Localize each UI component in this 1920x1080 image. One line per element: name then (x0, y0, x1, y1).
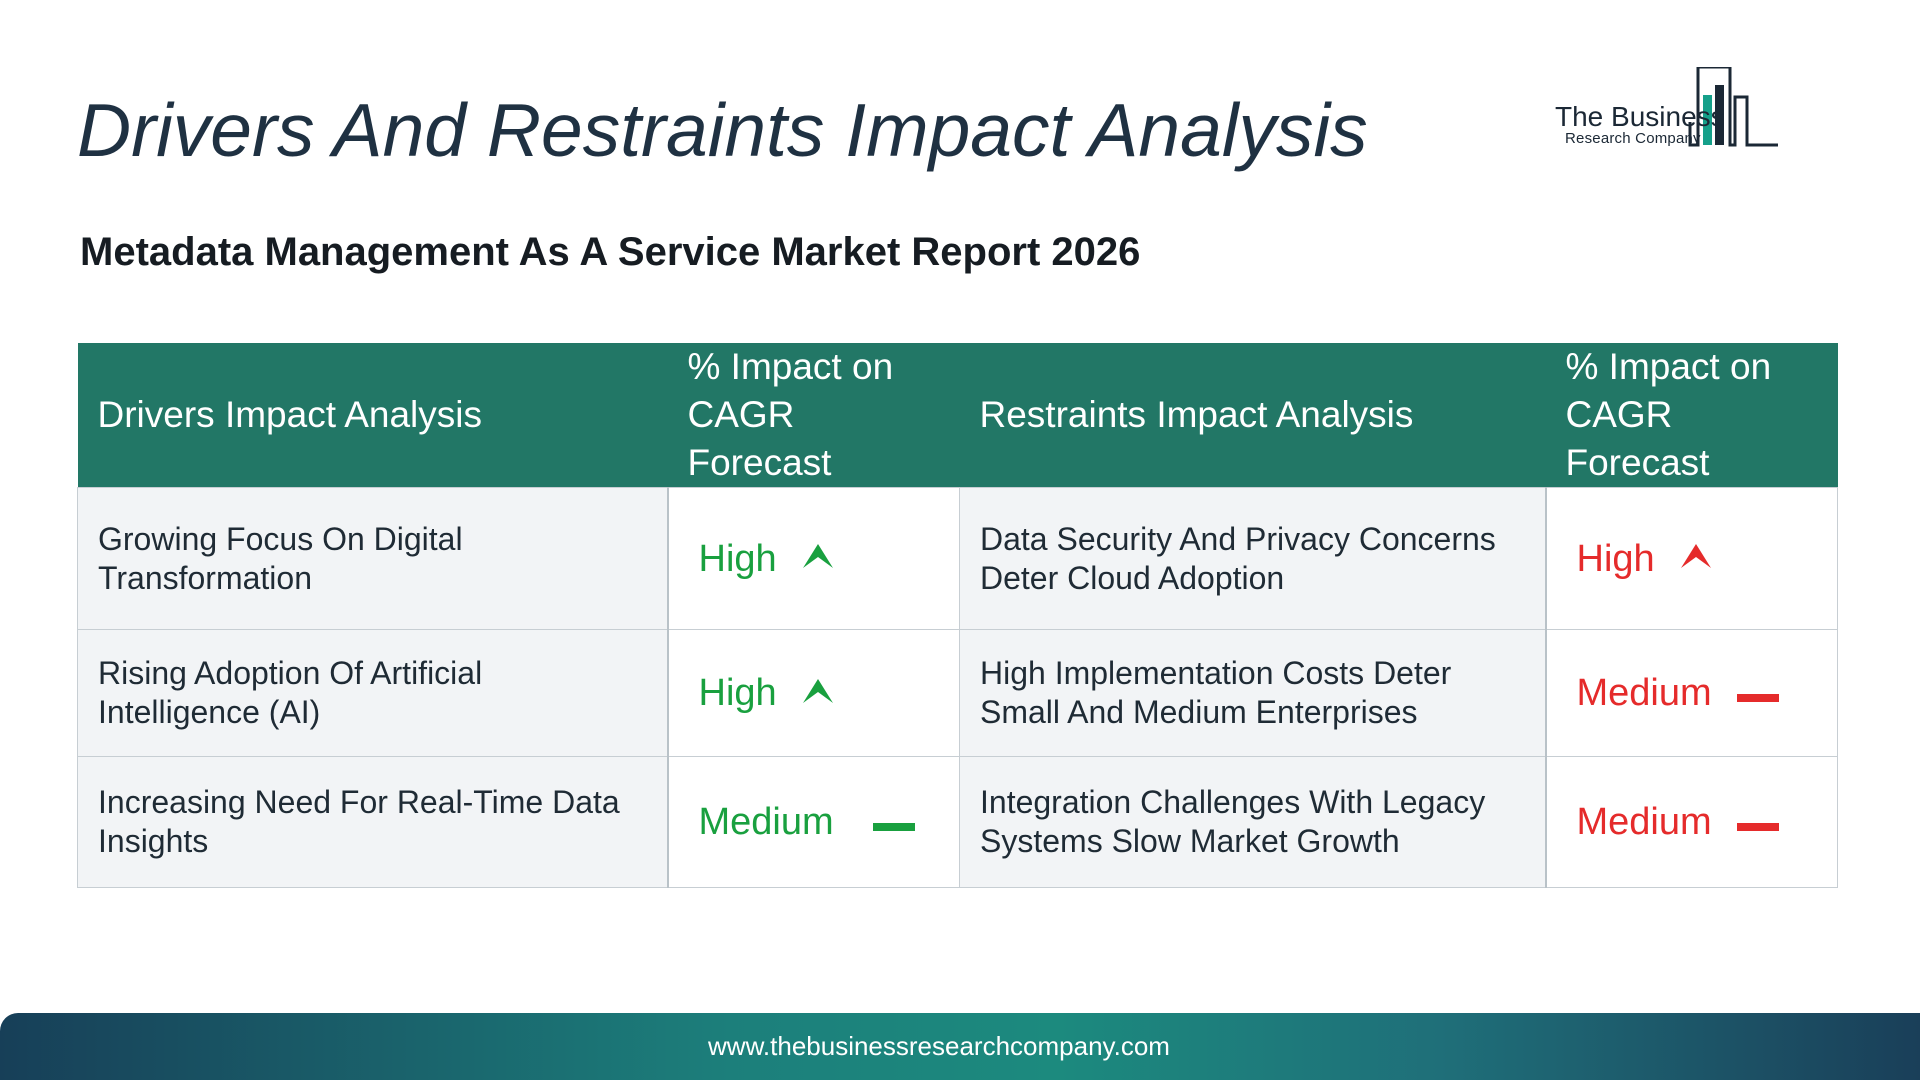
page-title: Drivers And Restraints Impact Analysis (77, 88, 1368, 172)
impact-table: Drivers Impact Analysis % Impact on CAGR… (77, 343, 1838, 888)
impact-level: High (698, 537, 777, 580)
header-restraints-impact: % Impact on CAGR Forecast (1545, 343, 1838, 488)
restraint-cell: Integration Challenges With Legacy Syste… (959, 756, 1546, 888)
arrow-up-icon (802, 674, 834, 713)
website-link[interactable]: www.thebusinessresearchcompany.com (708, 1031, 1170, 1061)
dash-icon (1736, 803, 1779, 842)
restraint-impact-cell: High (1544, 487, 1838, 630)
arrow-up-icon (802, 539, 834, 578)
table-header-row: Drivers Impact Analysis % Impact on CAGR… (77, 343, 1838, 488)
restraint-impact-cell: Medium (1544, 629, 1838, 757)
impact-level: High (1576, 537, 1655, 580)
logo-tagline: Research Company (1565, 130, 1701, 147)
table-row: Rising Adoption Of Artificial Intelligen… (77, 629, 1838, 757)
dash-icon (1736, 674, 1779, 713)
report-subtitle: Metadata Management As A Service Market … (80, 230, 1141, 274)
dash-icon (872, 803, 915, 842)
table-row: Growing Focus On Digital Transformation … (77, 487, 1838, 630)
arrow-up-icon (1680, 539, 1712, 578)
impact-level: Medium (1576, 672, 1712, 714)
driver-impact-cell: High (666, 487, 960, 630)
impact-level: High (698, 672, 777, 714)
restraint-cell: High Implementation Costs Deter Small An… (959, 629, 1546, 757)
driver-impact-cell: High (666, 629, 960, 757)
company-logo: The Business Research Company (1555, 67, 1838, 157)
building-chart-icon (1688, 67, 1778, 147)
impact-level: Medium (1576, 801, 1712, 843)
impact-level: Medium (698, 801, 834, 843)
logo-name: The Business (1555, 101, 1725, 132)
driver-cell: Rising Adoption Of Artificial Intelligen… (77, 629, 668, 757)
header-restraints: Restraints Impact Analysis (959, 343, 1546, 488)
table-row: Increasing Need For Real-Time Data Insig… (77, 756, 1838, 888)
header-drivers-impact: % Impact on CAGR Forecast (667, 343, 960, 488)
driver-impact-cell: Medium (666, 756, 960, 888)
restraint-cell: Data Security And Privacy Concerns Deter… (959, 487, 1546, 630)
impact-table-container: Drivers Impact Analysis % Impact on CAGR… (77, 343, 1838, 888)
driver-cell: Increasing Need For Real-Time Data Insig… (77, 756, 668, 888)
driver-cell: Growing Focus On Digital Transformation (77, 487, 668, 630)
header-drivers: Drivers Impact Analysis (77, 343, 668, 488)
footer-bar: www.thebusinessresearchcompany.com (0, 1013, 1920, 1080)
restraint-impact-cell: Medium (1544, 756, 1838, 888)
